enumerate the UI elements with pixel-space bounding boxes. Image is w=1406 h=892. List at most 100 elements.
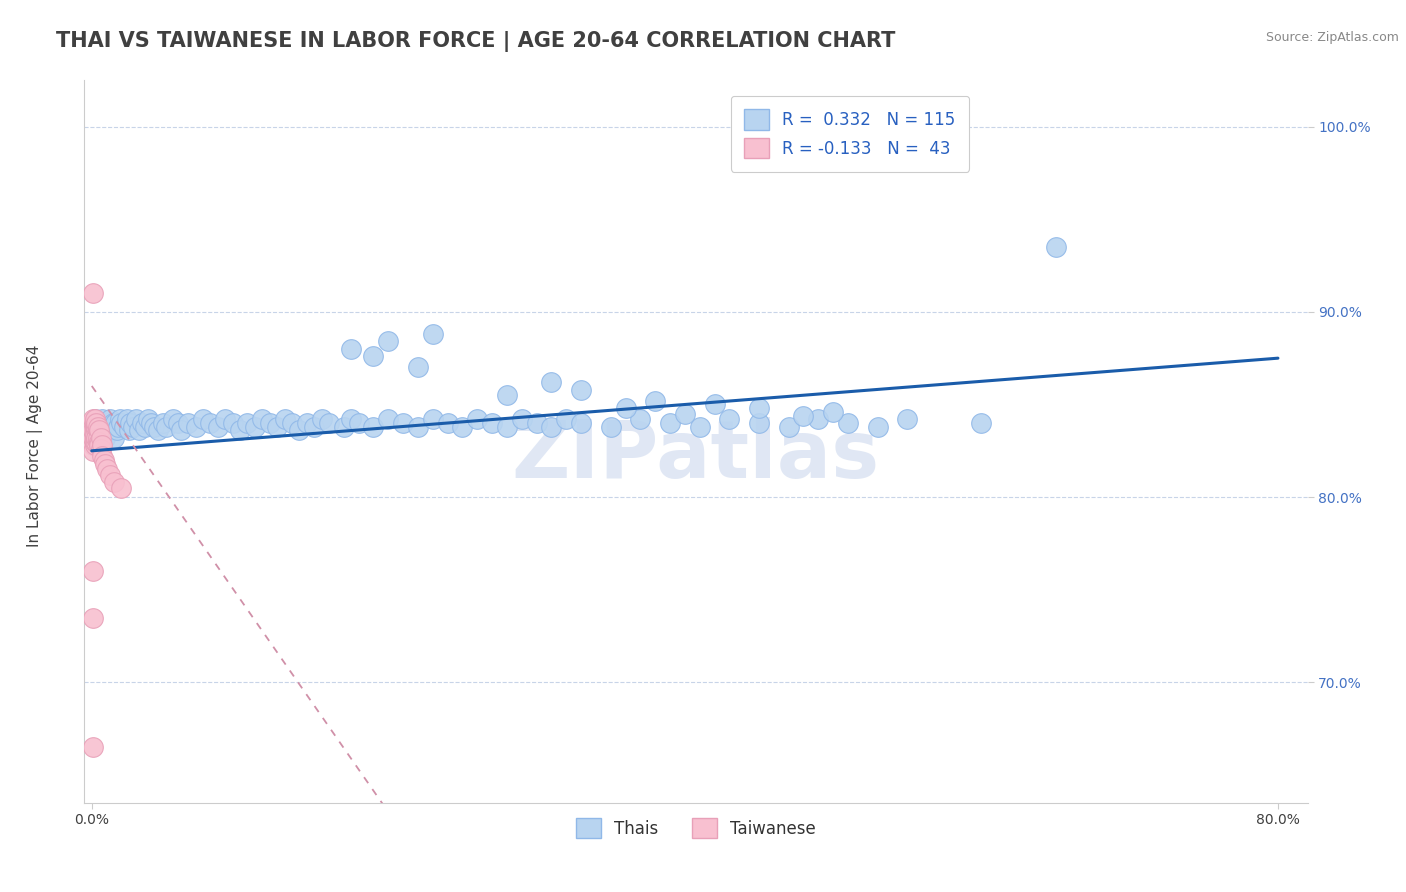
Point [481,416,503,430]
Point [100,424,122,438]
Point [166,416,188,430]
Point [86,424,108,438]
Point [83,427,105,442]
Point [83,424,105,438]
Point [200,416,222,430]
Point [311,412,333,426]
Point [1045,240,1067,254]
Point [243,419,266,434]
Point [152,416,174,430]
Point [82,740,104,755]
Point [155,419,177,434]
Point [526,416,548,430]
Point [510,412,533,426]
Point [628,412,651,426]
Point [273,412,295,426]
Point [703,397,725,411]
Point [84,424,107,438]
Point [148,424,170,438]
Point [555,412,578,426]
Point [139,416,162,430]
Point [82,438,104,452]
Point [83,438,105,452]
Point [347,416,370,430]
Point [110,416,132,430]
Point [229,424,252,438]
Point [98,412,121,426]
Point [83,431,105,445]
Point [266,419,288,434]
Point [89,438,111,452]
Point [340,342,363,356]
Point [89,438,111,452]
Text: In Labor Force | Age 20-64: In Labor Force | Age 20-64 [27,345,44,547]
Point [93,453,115,467]
Point [252,412,274,426]
Point [540,376,562,390]
Point [86,419,108,434]
Point [110,481,132,495]
Point [82,412,104,426]
Point [103,419,125,434]
Point [82,416,104,430]
Point [689,419,711,434]
Point [191,412,214,426]
Text: Source: ZipAtlas.com: Source: ZipAtlas.com [1265,31,1399,45]
Point [614,401,637,416]
Point [406,360,429,375]
Point [89,424,111,438]
Point [89,434,111,449]
Point [107,419,129,434]
Point [823,405,845,419]
Point [302,419,325,434]
Point [83,434,105,449]
Point [84,419,107,434]
Point [496,388,519,402]
Point [837,416,859,430]
Point [866,419,889,434]
Point [83,419,105,434]
Point [84,419,107,434]
Point [333,419,356,434]
Point [451,419,474,434]
Point [496,419,519,434]
Point [103,431,125,445]
Point [422,412,444,426]
Point [91,425,114,440]
Point [82,610,104,624]
Point [82,286,104,301]
Point [82,424,104,438]
Point [117,412,139,426]
Point [82,416,104,430]
Point [970,416,993,430]
Legend: Thais, Taiwanese: Thais, Taiwanese [569,812,823,845]
Point [340,412,363,426]
Point [807,412,830,426]
Point [377,334,399,349]
Point [259,416,281,430]
Point [82,425,104,440]
Point [184,419,207,434]
Point [108,412,131,426]
Point [82,434,104,449]
Point [94,431,117,445]
Point [128,424,150,438]
Point [86,416,108,430]
Point [896,412,918,426]
Point [778,419,800,434]
Point [84,431,107,445]
Point [465,412,488,426]
Point [569,383,592,397]
Text: ZIPatlas: ZIPatlas [512,417,880,495]
Point [89,425,111,440]
Point [131,416,153,430]
Point [318,416,340,430]
Point [363,419,385,434]
Point [90,431,112,445]
Point [91,412,114,426]
Point [90,442,112,456]
Point [105,424,128,438]
Point [377,412,399,426]
Point [82,443,104,458]
Point [84,434,107,449]
